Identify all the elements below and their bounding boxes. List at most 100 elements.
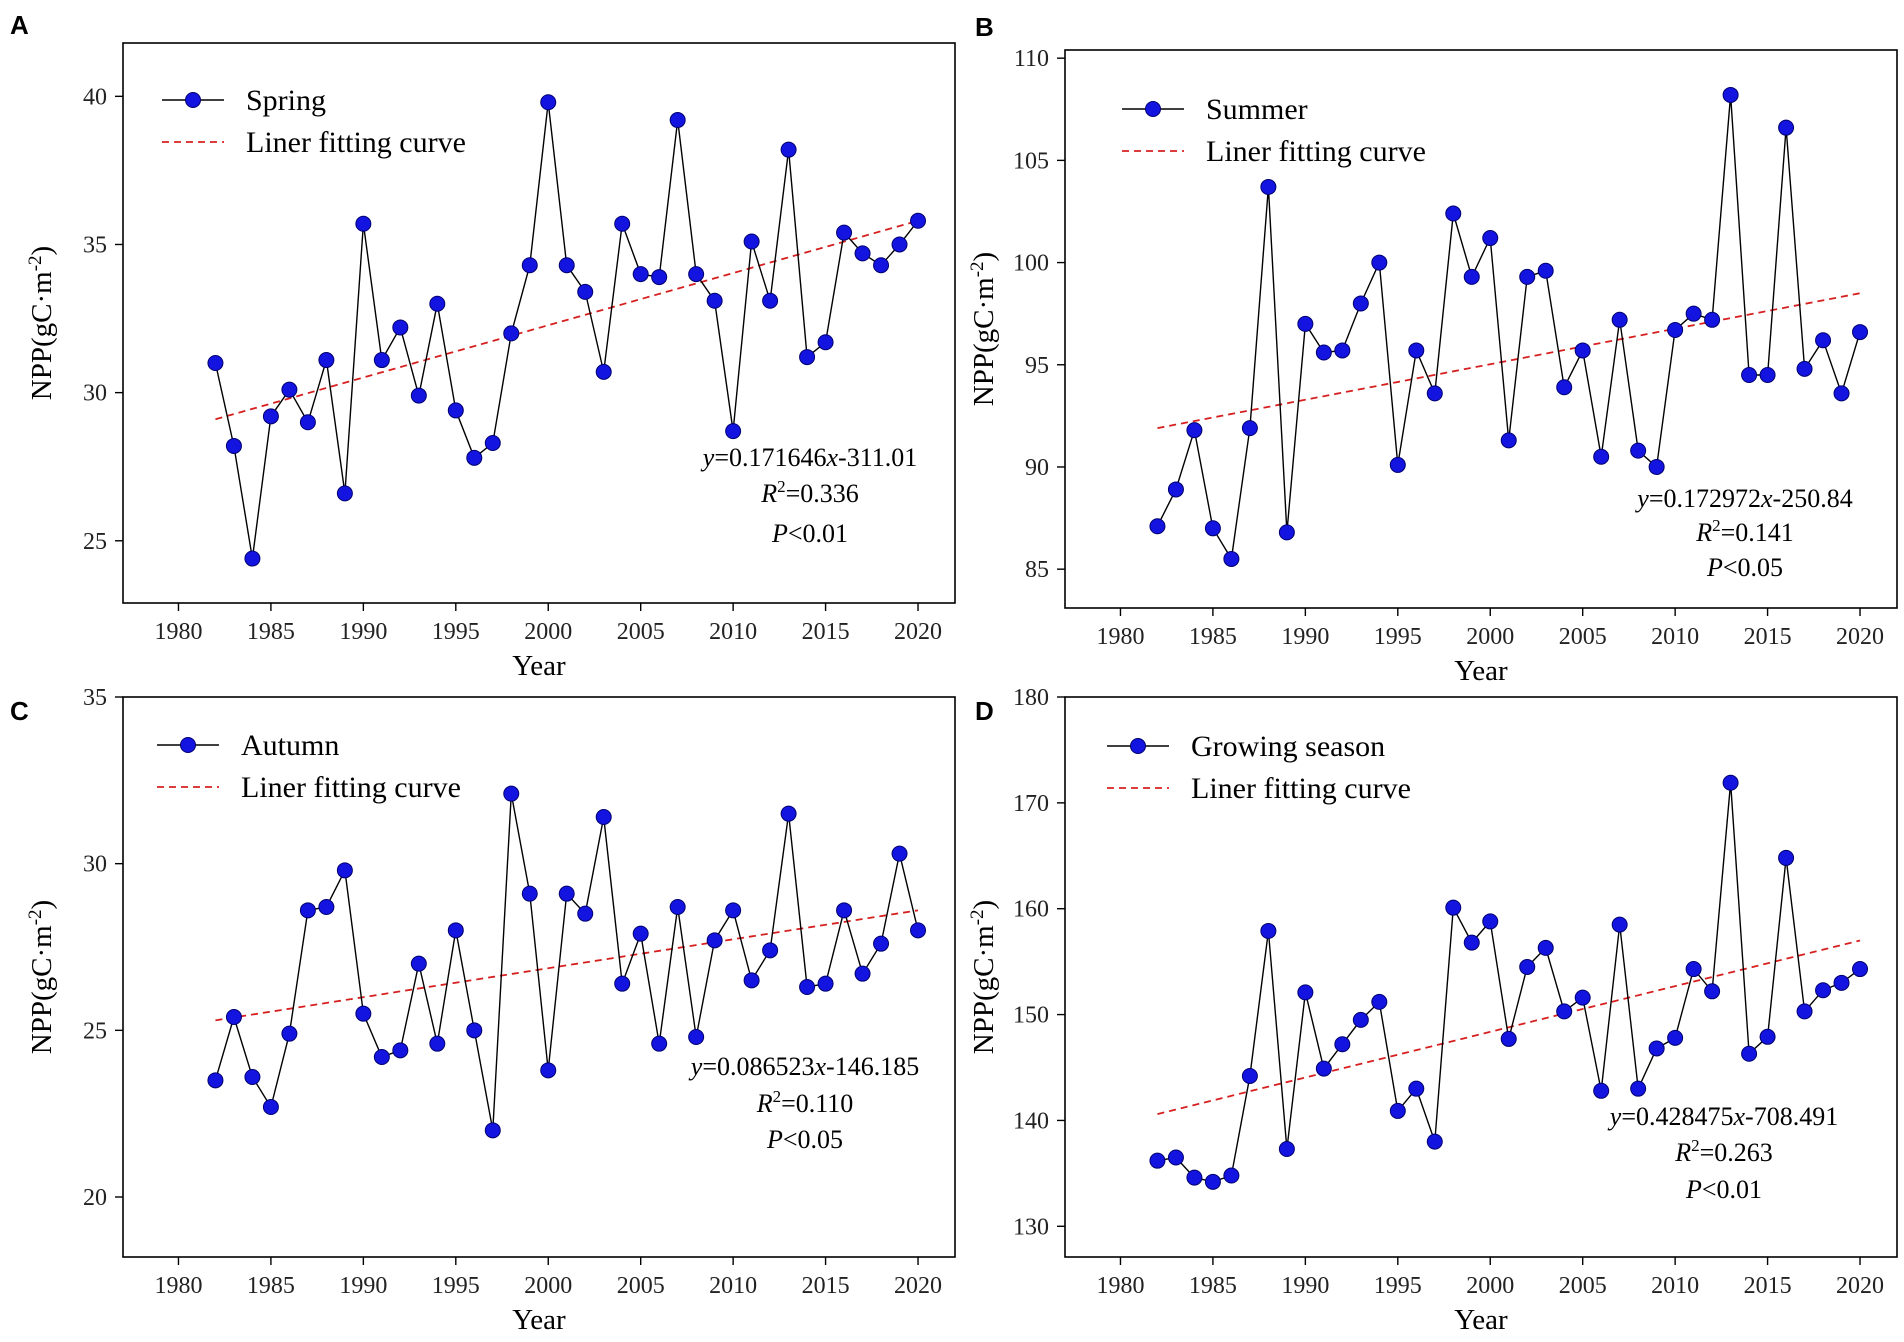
data-point: [743, 233, 760, 250]
data-point: [1186, 1169, 1203, 1186]
data-point: [1482, 913, 1499, 930]
data-point: [1537, 939, 1554, 956]
data-point: [891, 236, 908, 253]
data-point: [1186, 422, 1203, 439]
x-tick-label: 2010: [709, 619, 757, 645]
data-point: [614, 975, 631, 992]
fit-line: [1157, 939, 1861, 1115]
legend-series-marker: [1145, 101, 1161, 117]
data-point: [1241, 420, 1258, 437]
data-point: [466, 1022, 483, 1039]
data-point: [262, 1099, 279, 1115]
data-point: [1426, 385, 1443, 402]
legend-fit-label: Liner fitting curve: [241, 771, 461, 804]
equation-text: y=0.171646x-311.01: [700, 443, 917, 472]
data-point: [688, 1029, 705, 1045]
panel-label: B: [975, 12, 994, 42]
x-tick-label: 2005: [1559, 1273, 1607, 1299]
data-point: [1833, 974, 1850, 991]
legend-series-marker: [185, 92, 201, 108]
data-point: [1445, 899, 1462, 916]
data-point: [632, 266, 649, 283]
p-value-text: P<0.01: [1685, 1175, 1762, 1204]
data-point: [318, 899, 335, 915]
data-point: [1593, 448, 1610, 465]
x-tick-label: 1985: [1189, 1273, 1237, 1299]
data-point: [725, 902, 742, 919]
x-tick-label: 1990: [339, 619, 387, 645]
legend-fit-label: Liner fitting curve: [1206, 135, 1426, 168]
data-point: [1833, 385, 1850, 402]
data-point: [854, 245, 871, 262]
data-point: [1389, 1102, 1406, 1119]
x-tick-label: 1980: [1096, 1273, 1144, 1299]
data-point: [1371, 254, 1388, 271]
data-point: [1352, 295, 1369, 312]
data-point: [1796, 360, 1813, 377]
data-point: [669, 112, 686, 129]
legend-series-label: Autumn: [241, 729, 339, 762]
data-point: [244, 550, 261, 567]
x-tick-label: 1980: [154, 619, 202, 645]
legend-series-label: Growing season: [1191, 730, 1385, 763]
data-point: [651, 269, 668, 286]
x-tick-label: 2010: [709, 1273, 757, 1299]
legend-series-label: Summer: [1206, 93, 1308, 126]
panel-label: A: [10, 10, 29, 40]
data-point: [1852, 961, 1869, 978]
data-point: [207, 355, 224, 371]
x-axis-title: Year: [1454, 1304, 1508, 1336]
y-tick-label: 90: [1025, 455, 1049, 481]
data-point: [410, 955, 427, 972]
data-point: [1778, 119, 1795, 136]
x-tick-label: 1980: [1096, 624, 1144, 650]
x-tick-label: 2000: [524, 1273, 572, 1299]
x-tick-label: 2020: [1836, 1273, 1884, 1299]
p-value-text: P<0.05: [1706, 553, 1783, 582]
data-point: [1149, 518, 1166, 535]
data-point: [1519, 268, 1536, 285]
data-point: [1759, 366, 1776, 383]
data-point: [1389, 456, 1406, 473]
data-point: [281, 1025, 298, 1042]
data-point: [1334, 1036, 1351, 1053]
y-tick-label: 170: [1013, 791, 1049, 817]
data-point: [910, 922, 927, 939]
x-tick-label: 1985: [1189, 624, 1237, 650]
x-axis-title: Year: [512, 650, 566, 682]
data-point: [429, 295, 446, 312]
r-squared-text: R2=0.336: [760, 477, 859, 508]
y-axis-title: NPP(gC·m-2): [967, 252, 1000, 406]
y-tick-label: 35: [83, 685, 107, 711]
data-point: [1611, 311, 1628, 328]
x-tick-label: 2000: [1466, 1273, 1514, 1299]
data-point: [1648, 458, 1665, 475]
data-point: [1630, 1080, 1647, 1097]
equation-text: y=0.086523x-146.185: [688, 1052, 919, 1081]
x-axis-title: Year: [1454, 655, 1508, 687]
legend-series-marker: [1130, 738, 1146, 754]
x-tick-label: 1995: [1374, 1273, 1422, 1299]
y-tick-label: 20: [83, 1185, 107, 1211]
data-point: [1223, 550, 1240, 567]
legend-fit-label: Liner fitting curve: [246, 126, 466, 159]
p-value-text: P<0.05: [766, 1125, 843, 1154]
y-tick-label: 35: [83, 232, 107, 258]
y-tick-label: 100: [1013, 251, 1049, 277]
panel-label: C: [10, 696, 29, 726]
data-point: [688, 266, 705, 283]
data-point: [447, 922, 464, 939]
data-point: [207, 1072, 224, 1089]
data-point: [503, 325, 520, 342]
data-point: [1260, 922, 1277, 939]
y-tick-label: 105: [1013, 148, 1049, 174]
data-point: [392, 319, 409, 336]
data-point: [466, 449, 483, 466]
data-point: [1278, 1141, 1295, 1158]
equation-text: y=0.172972x-250.84: [1634, 484, 1852, 513]
y-tick-label: 95: [1025, 353, 1049, 379]
y-axis-title: NPP(gC·m-2): [25, 246, 58, 400]
fit-line: [215, 219, 919, 421]
data-point: [1704, 983, 1721, 1000]
data-point: [373, 1049, 390, 1065]
